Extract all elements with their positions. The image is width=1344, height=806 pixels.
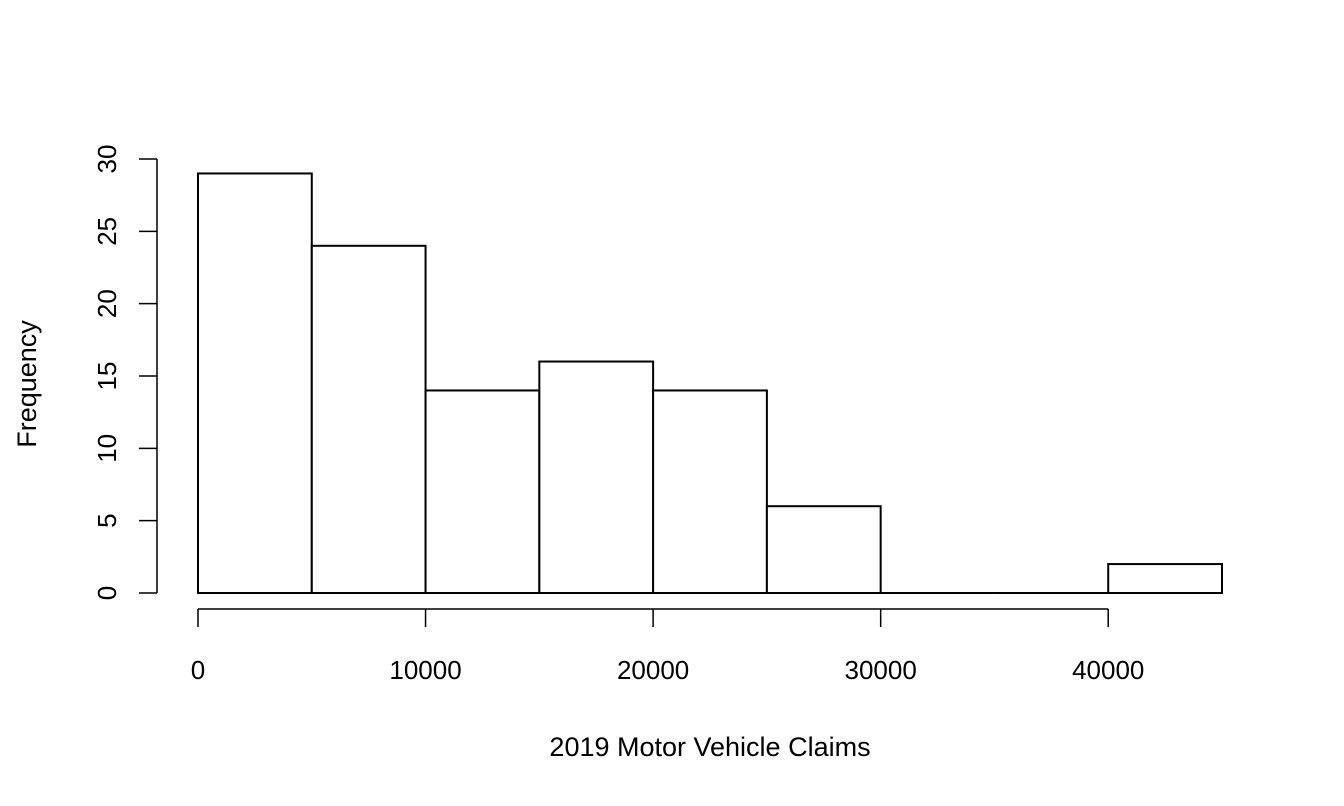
histogram-bar [197,172,313,594]
histogram-bar [538,360,655,594]
x-axis-title: 2019 Motor Vehicle Claims [549,732,870,762]
y-tick-label: 30 [92,145,122,174]
histogram-bar [424,389,541,595]
histogram-bar [310,244,427,595]
y-axis: 0 5 10 15 20 25 30 [92,145,158,600]
x-tick-label: 20000 [617,655,689,685]
y-tick-label: 20 [92,289,122,318]
x-tick-label: 0 [191,655,205,685]
x-tick-label: 30000 [845,655,917,685]
histogram-bar [765,505,882,595]
y-tick-label: 0 [92,586,122,600]
y-tick-label: 25 [92,217,122,246]
histogram-bar [652,389,768,595]
y-tick-label: 5 [92,513,122,527]
x-axis: 0 10000 20000 30000 40000 [191,608,1144,685]
x-tick-label: 10000 [389,655,461,685]
bars-group [197,172,1223,595]
y-axis-title: Frequency [12,320,42,448]
histogram-bar [1107,563,1223,594]
y-tick-label: 10 [92,434,122,463]
y-tick-label: 15 [92,362,122,391]
x-tick-label: 40000 [1072,655,1144,685]
